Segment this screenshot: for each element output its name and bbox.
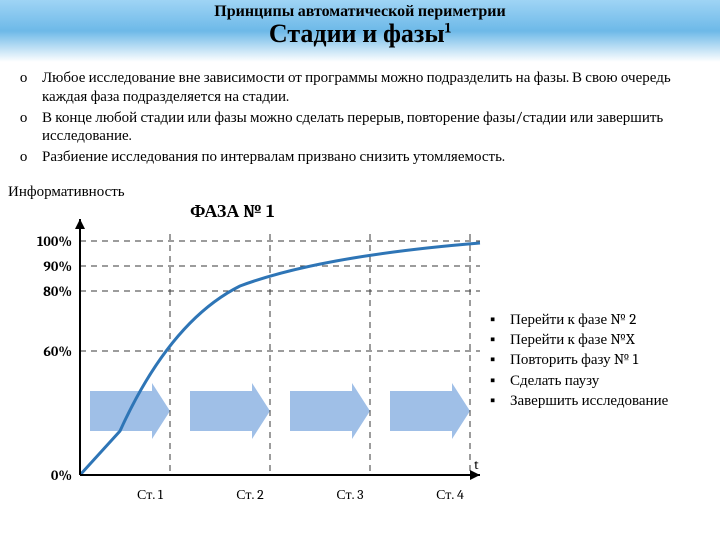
square-bullet-icon: ▪ [490,390,510,410]
y-tick-label: 0% [51,467,72,484]
option-item: ▪Повторить фазу № 1 [490,349,710,369]
stage-arrow-icon [290,383,370,439]
bullet-text: Любое исследование вне зависимости от пр… [42,68,700,106]
bullet-list: oЛюбое исследование вне зависимости от п… [0,62,720,176]
option-item: ▪Перейти к фазе № 2 [490,309,710,329]
square-bullet-icon: ▪ [490,370,510,390]
header: Принципы автоматической периметрии Стади… [0,0,720,62]
option-text: Повторить фазу № 1 [510,349,710,369]
option-item: ▪Завершить исследование [490,390,710,410]
chart-y-axis-title: Информативность [0,182,720,201]
header-title-sup: 1 [445,19,451,36]
bullet-marker: o [20,68,42,106]
header-title-text: Стадии и фазы [269,19,445,49]
option-text: Перейти к фазе № 2 [510,309,710,329]
option-text: Сделать паузу [510,370,710,390]
header-title: Стадии и фазы1 [0,19,720,49]
square-bullet-icon: ▪ [490,309,510,329]
bullet-marker: o [20,147,42,166]
bullet-item: oВ конце любой стадии или фазы можно сде… [20,108,700,146]
chart-svg: 100% 90% 80% 60% 0% Ст. 1 Ст. 2 Ст. 3 Ст. 4 t [10,211,500,511]
square-bullet-icon: ▪ [490,329,510,349]
bullet-text: В конце любой стадии или фазы можно сдел… [42,108,700,146]
x-tick-label: Ст. 2 [236,486,264,503]
options-list: ▪Перейти к фазе № 2▪Перейти к фазе №X▪По… [490,309,710,410]
stage-arrow-icon [390,383,470,439]
x-tick-label: Ст. 3 [336,486,363,503]
chart-area: ФАЗА № 1 100%90%80%60%0%Ст. 1Ст. 2Ст. 3С… [10,201,720,521]
curve-line [80,243,480,475]
y-axis-arrow-icon [75,219,85,229]
option-text: Перейти к фазе №X [510,329,710,349]
bullet-text: Разбиение исследования по интервалам при… [42,147,700,166]
x-tick-label: Ст. 4 [436,486,464,503]
bullet-item: oРазбиение исследования по интервалам пр… [20,147,700,166]
y-tick-label: 100% [37,233,72,250]
header-supertitle: Принципы автоматической периметрии [0,0,720,21]
bullet-marker: o [20,108,42,146]
option-text: Завершить исследование [510,390,710,410]
y-tick-label: 90% [43,258,72,275]
option-item: ▪Сделать паузу [490,370,710,390]
time-axis-label: t [474,456,479,473]
option-item: ▪Перейти к фазе №X [490,329,710,349]
y-tick-label: 80% [43,283,72,300]
square-bullet-icon: ▪ [490,349,510,369]
x-tick-label: Ст. 1 [137,486,164,503]
bullet-item: oЛюбое исследование вне зависимости от п… [20,68,700,106]
y-tick-label: 60% [43,343,72,360]
stage-arrow-icon [190,383,270,439]
